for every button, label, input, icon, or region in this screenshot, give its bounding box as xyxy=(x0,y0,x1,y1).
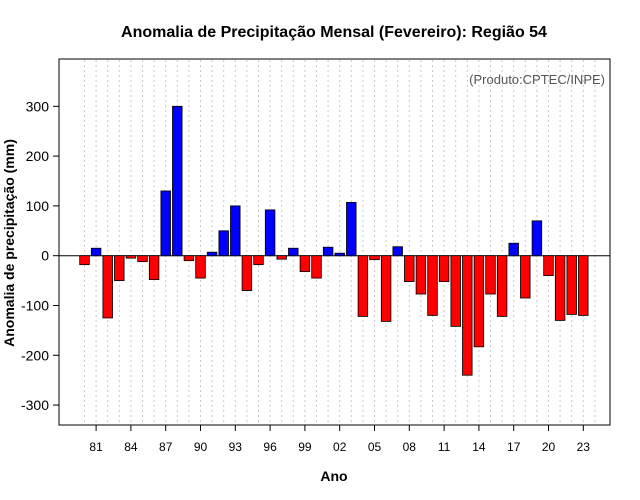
x-tick-label-1984: 84 xyxy=(124,440,138,454)
bar-2005 xyxy=(369,255,380,261)
y-tick-label-300: 300 xyxy=(26,98,50,114)
bar-2012 xyxy=(450,255,461,327)
bar-1998 xyxy=(288,247,299,257)
bar-1997 xyxy=(276,255,287,260)
bar-1989 xyxy=(183,255,195,262)
x-tick-label-1987: 87 xyxy=(159,440,173,454)
bar-1985 xyxy=(137,255,148,263)
bar-1995 xyxy=(253,255,264,266)
x-tick-label-2008: 08 xyxy=(403,440,417,454)
y-axis-ticks: -300 -200 -100 0 100 200 300 xyxy=(21,98,59,413)
bar-2014 xyxy=(473,255,485,348)
bar-2016 xyxy=(496,255,508,317)
bar-1993 xyxy=(230,205,241,257)
bar-2020 xyxy=(543,255,554,277)
x-tick-label-1981: 81 xyxy=(89,440,103,454)
y-tick-label--100: -100 xyxy=(21,297,49,313)
x-axis-ticks: 81 84 87 90 93 96 99 02 05 08 11 14 17 20 23 xyxy=(89,425,590,454)
bar-2001 xyxy=(322,246,334,257)
x-axis-label: Ano xyxy=(320,468,347,484)
x-tick-label-1993: 93 xyxy=(229,440,243,454)
bar-1999 xyxy=(299,255,311,273)
bar-2008 xyxy=(404,255,415,282)
x-tick-label-1990: 90 xyxy=(194,440,208,454)
bar-2006 xyxy=(380,255,392,322)
bar-2017 xyxy=(508,242,519,257)
y-tick-label--200: -200 xyxy=(21,347,49,363)
bar-1991 xyxy=(206,251,218,257)
chart-title: Anomalia de Precipitação Mensal (Feverei… xyxy=(121,24,547,41)
bar-1992 xyxy=(218,230,229,257)
bar-2000 xyxy=(311,255,322,279)
bar-1981 xyxy=(90,247,102,257)
y-axis-label: Anomalia de precipitação (mm) xyxy=(1,139,17,347)
y-tick-label-200: 200 xyxy=(26,148,50,164)
bar-2021 xyxy=(554,255,566,321)
bar-2003 xyxy=(346,202,357,257)
bar-2013 xyxy=(462,255,473,376)
x-tick-label-2020: 20 xyxy=(542,440,556,454)
bar-2009 xyxy=(415,255,427,295)
bar-1984 xyxy=(125,255,137,259)
bar-2007 xyxy=(392,246,403,257)
bar-2015 xyxy=(485,255,496,295)
bar-2018 xyxy=(520,255,531,299)
bar-2010 xyxy=(427,255,438,316)
bar-1996 xyxy=(264,209,276,257)
x-tick-label-1996: 96 xyxy=(263,440,277,454)
bar-2002 xyxy=(334,252,345,257)
bar-1994 xyxy=(241,255,253,291)
bar-2019 xyxy=(531,220,543,257)
x-tick-label-2023: 23 xyxy=(577,440,591,454)
bar-1983 xyxy=(114,255,125,281)
bar-2011 xyxy=(438,255,450,282)
bar-1980 xyxy=(79,255,90,266)
bar-1988 xyxy=(172,105,183,257)
x-tick-label-1999: 99 xyxy=(298,440,312,454)
y-tick-label--300: -300 xyxy=(21,397,49,413)
bar-1990 xyxy=(195,255,206,279)
bar-2004 xyxy=(357,255,369,317)
plot-area-frame xyxy=(58,58,611,426)
x-tick-label-2005: 05 xyxy=(368,440,382,454)
bars xyxy=(79,105,589,376)
bar-1986 xyxy=(148,255,160,280)
x-tick-label-2017: 17 xyxy=(507,440,521,454)
y-tick-label-100: 100 xyxy=(26,198,50,214)
bar-2023 xyxy=(578,255,589,316)
x-tick-label-2014: 14 xyxy=(472,440,486,454)
credit-label: (Produto:CPTEC/INPE) xyxy=(469,72,605,87)
bar-1987 xyxy=(160,190,171,257)
x-tick-label-2011: 11 xyxy=(438,440,451,454)
x-tick-label-2002: 02 xyxy=(333,440,347,454)
bar-1982 xyxy=(102,255,113,319)
bar-2022 xyxy=(566,255,577,315)
y-tick-label-0: 0 xyxy=(41,248,49,264)
